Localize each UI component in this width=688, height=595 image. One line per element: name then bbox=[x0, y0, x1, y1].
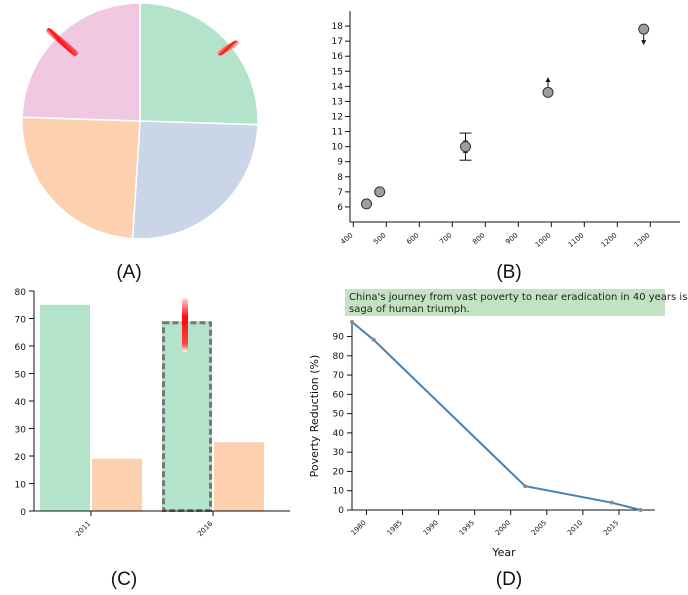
bar-2016-2 bbox=[214, 442, 264, 511]
bar-2016-1 bbox=[162, 321, 212, 511]
y-tick-label: 30 bbox=[333, 448, 345, 458]
x-tick-label: 1100 bbox=[567, 231, 586, 249]
y-tick-label: 70 bbox=[15, 316, 27, 326]
x-tick-label: 1300 bbox=[633, 231, 652, 249]
y-tick-label: 90 bbox=[333, 332, 345, 342]
y-tick-label: 50 bbox=[333, 410, 345, 420]
y-tick-label: 0 bbox=[338, 506, 344, 516]
panel-d-line-chart: 0 10 20 30 40 50 60 70 80 90 1980 1985 1990 1995 2000 2… bbox=[308, 320, 655, 559]
scatter-point bbox=[638, 23, 650, 35]
panel-a-pie-chart bbox=[21, 2, 259, 240]
y-tick-label: 9 bbox=[337, 158, 343, 168]
x-axis-title: Year bbox=[491, 546, 516, 559]
x-tick-label: 900 bbox=[504, 231, 519, 246]
panel-label-a: (A) bbox=[116, 262, 141, 283]
y-tick-label: 7 bbox=[337, 188, 343, 198]
series-line bbox=[351, 321, 641, 511]
scatter-point bbox=[361, 198, 372, 210]
panel-c-bar-chart: 2011 2016 0 10 20 30 40 50 60 70 80 bbox=[15, 288, 290, 538]
x-tick-label: 2010 bbox=[566, 519, 584, 537]
x-tick-label: 2005 bbox=[530, 519, 548, 537]
x-tick-label: 1000 bbox=[534, 231, 553, 249]
data-point bbox=[523, 484, 528, 489]
x-tick-label: 1985 bbox=[386, 519, 404, 537]
y-tick-label: 60 bbox=[15, 343, 27, 353]
x-tick-label: 800 bbox=[471, 231, 486, 246]
x-tick-label: 500 bbox=[372, 231, 387, 246]
y-tick-label: 70 bbox=[333, 371, 345, 381]
data-point bbox=[638, 508, 643, 512]
panel-a-highlight-streaks bbox=[45, 28, 239, 56]
panel-label-c: (C) bbox=[111, 569, 137, 590]
y-tick-label: 0 bbox=[20, 508, 26, 518]
annotation-line-2: saga of human triumph. bbox=[349, 304, 470, 315]
x-tick-label: 1980 bbox=[350, 519, 368, 537]
pie-slice-1 bbox=[139, 2, 259, 126]
pie-slice-2 bbox=[131, 120, 259, 240]
y-tick-label: 40 bbox=[15, 398, 27, 408]
pie-slice-4 bbox=[21, 2, 141, 122]
highlight-streak-bar bbox=[182, 298, 188, 352]
y-tick-label: 15 bbox=[332, 67, 343, 77]
x-tick-label: 1990 bbox=[422, 519, 440, 537]
y-tick-label: 10 bbox=[333, 487, 345, 497]
y-tick-label: 11 bbox=[332, 128, 343, 138]
y-tick-label: 18 bbox=[332, 22, 344, 32]
y-tick-label: 14 bbox=[332, 82, 344, 92]
y-tick-label: 60 bbox=[333, 390, 345, 400]
x-tick-label: 600 bbox=[405, 231, 420, 246]
y-tick-label: 12 bbox=[332, 113, 343, 123]
x-tick-label: 1995 bbox=[458, 519, 476, 537]
scatter-point bbox=[542, 86, 554, 98]
y-tick-label: 20 bbox=[333, 467, 345, 477]
y-tick-label: 13 bbox=[332, 97, 343, 107]
y-tick-label: 80 bbox=[333, 352, 345, 362]
y-tick-label: 30 bbox=[15, 426, 27, 436]
annotation-box: China's journey from vast poverty to nea… bbox=[345, 289, 688, 316]
y-tick-label: 10 bbox=[332, 143, 344, 153]
scatter-point bbox=[460, 141, 471, 153]
y-tick-label: 40 bbox=[333, 429, 345, 439]
y-tick-label: 17 bbox=[332, 37, 343, 47]
x-tick-label: 700 bbox=[438, 231, 453, 246]
x-tick-label: 2016 bbox=[196, 519, 215, 538]
panel-label-b: (B) bbox=[496, 262, 521, 283]
x-tick-label: 2011 bbox=[74, 520, 92, 538]
highlight-streak-right bbox=[217, 40, 239, 56]
highlight-streak-left bbox=[45, 28, 79, 56]
y-tick-label: 8 bbox=[337, 173, 343, 183]
panel-b-scatter-chart: 6 7 8 9 10 11 12 13 14 15 16 17 18 400 500 600 700 800 900… bbox=[332, 11, 680, 249]
bar-2011-1 bbox=[40, 304, 90, 511]
x-tick-label: 1200 bbox=[600, 231, 619, 249]
bar-2011-2 bbox=[92, 458, 142, 511]
scatter-point bbox=[374, 186, 386, 198]
x-tick-label: 400 bbox=[339, 231, 354, 246]
data-point bbox=[371, 337, 376, 342]
y-tick-label: 50 bbox=[15, 371, 27, 381]
y-axis-title: Poverty Reduction (%) bbox=[308, 355, 321, 478]
x-tick-label: 2015 bbox=[602, 519, 620, 537]
data-point bbox=[609, 500, 614, 505]
data-point bbox=[350, 320, 354, 325]
pie-slice-3 bbox=[21, 116, 141, 240]
y-tick-label: 6 bbox=[337, 203, 343, 213]
panel-label-d: (D) bbox=[496, 569, 522, 590]
y-tick-label: 80 bbox=[15, 288, 27, 298]
annotation-line-1: China's journey from vast poverty to nea… bbox=[349, 292, 688, 303]
x-tick-label: 2000 bbox=[494, 519, 512, 537]
y-tick-label: 10 bbox=[15, 481, 27, 491]
y-tick-label: 20 bbox=[15, 453, 27, 463]
y-tick-label: 16 bbox=[332, 52, 344, 62]
